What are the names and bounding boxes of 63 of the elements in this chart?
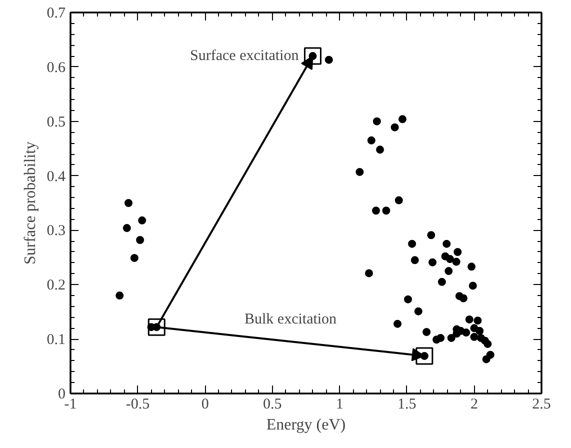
x-tick-label: 1.5 — [398, 396, 416, 412]
point — [447, 334, 456, 342]
point — [364, 269, 373, 278]
point — [390, 123, 399, 132]
y-tick-label: 0.2 — [46, 278, 66, 294]
point — [376, 146, 384, 154]
point — [452, 258, 460, 266]
y-tick-label: 0.3 — [46, 223, 66, 240]
x-tick-label: 1 — [336, 396, 344, 412]
point — [454, 248, 462, 256]
y-axis-title: Surface probability — [22, 141, 39, 265]
point — [356, 168, 364, 176]
point — [122, 224, 131, 232]
point — [474, 316, 482, 325]
point — [459, 294, 468, 302]
y-tick-label: 0.4 — [46, 168, 66, 185]
point — [465, 315, 474, 324]
point — [136, 236, 144, 244]
point — [444, 267, 453, 276]
point — [428, 258, 436, 266]
point — [394, 320, 402, 328]
x-tick-label: -0.5 — [126, 396, 150, 412]
point — [476, 326, 484, 335]
point — [116, 292, 124, 300]
point — [394, 196, 403, 204]
x-tick-label: 0.5 — [262, 396, 282, 412]
point — [138, 216, 146, 224]
point — [382, 206, 390, 215]
point — [408, 240, 416, 248]
point — [442, 240, 451, 248]
point — [462, 328, 470, 337]
point — [404, 295, 412, 304]
y-tick-label: 0.6 — [46, 60, 66, 76]
point — [468, 282, 477, 290]
annotation: Bulk excitation — [244, 312, 338, 328]
point — [422, 328, 431, 336]
point — [372, 117, 381, 126]
x-axis-title: Energy (eV) — [266, 416, 346, 434]
point — [410, 256, 419, 264]
y-tick-label: 0.7 — [46, 6, 66, 22]
x-tick-label: 2.5 — [532, 396, 551, 412]
x-tick-label: 0 — [201, 396, 209, 412]
point — [324, 56, 333, 64]
point — [468, 262, 476, 271]
point — [484, 340, 492, 348]
point — [438, 278, 446, 286]
point — [414, 307, 422, 316]
annotation: Surface excitation — [190, 48, 300, 64]
x-tick-label: 2 — [470, 396, 478, 412]
y-tick-label: 0 — [58, 386, 66, 402]
point — [130, 254, 138, 262]
point — [398, 115, 406, 124]
point — [372, 206, 380, 215]
point — [124, 199, 132, 207]
point — [470, 332, 478, 341]
x-tick-label: -1 — [64, 396, 77, 412]
point — [367, 136, 376, 144]
point — [427, 231, 436, 240]
y-tick-label: 0.1 — [46, 332, 66, 348]
point — [482, 355, 490, 364]
point — [446, 255, 454, 264]
point — [436, 334, 445, 342]
y-tick-label: 0.5 — [46, 114, 66, 130]
